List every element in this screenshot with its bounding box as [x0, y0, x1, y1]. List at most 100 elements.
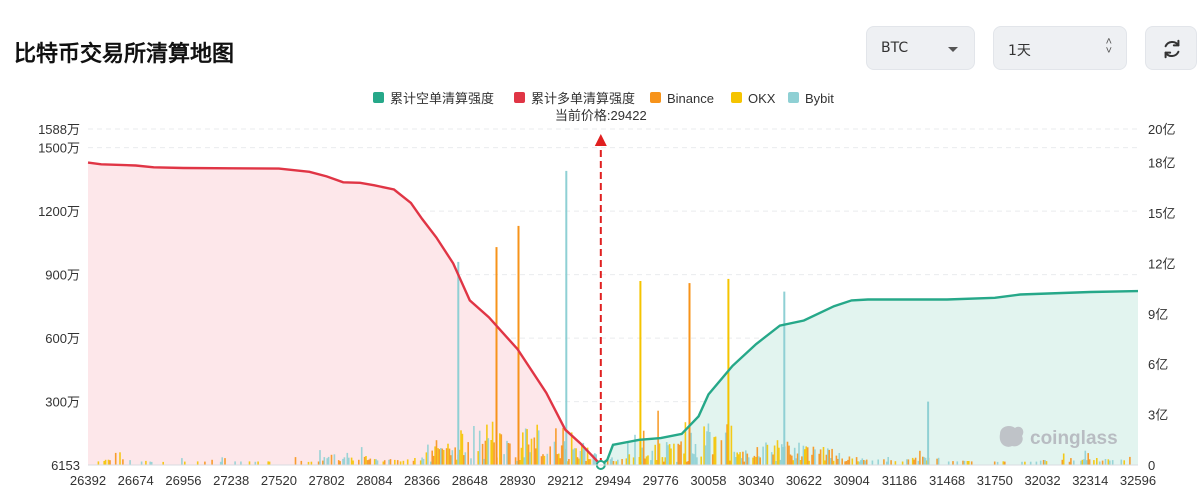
bybit-bar: [609, 459, 612, 465]
okx-bar: [414, 458, 416, 465]
binance-bar: [339, 461, 341, 465]
bybit-bar: [1035, 461, 1038, 465]
legend-label: OKX: [748, 91, 776, 106]
okx-bar: [589, 459, 592, 465]
refresh-button[interactable]: [1145, 26, 1197, 70]
long-cumulative-area: [88, 162, 601, 465]
binance-bar: [612, 461, 615, 465]
okx-bar: [402, 460, 405, 465]
x-tick-label: 31468: [929, 473, 965, 488]
time-range-select[interactable]: 1天 ˄ ˅: [993, 26, 1127, 70]
okx-bar: [805, 446, 807, 465]
legend-item-bybit[interactable]: Bybit: [788, 91, 834, 106]
bybit-bar: [422, 458, 425, 465]
binance-bar: [559, 458, 561, 465]
binance-bar: [122, 459, 124, 465]
binance-bar: [952, 461, 954, 465]
binance-bar: [828, 449, 830, 465]
bybit-bar: [775, 461, 777, 465]
okx-bar: [196, 461, 199, 465]
okx-bar: [808, 460, 810, 465]
legend-item-binance[interactable]: Binance: [650, 91, 714, 106]
bybit-bar: [464, 452, 467, 465]
bybit-bar: [1098, 461, 1101, 465]
bybit-peak-bar: [457, 261, 460, 465]
binance-bar: [337, 460, 340, 465]
legend-swatch: [788, 92, 799, 103]
okx-bar: [350, 457, 353, 465]
bybit-bar: [696, 457, 698, 465]
coin-select[interactable]: BTC: [866, 26, 975, 70]
binance-bar: [493, 442, 495, 465]
time-range-value: 1天: [1008, 43, 1031, 59]
bybit-bar: [483, 458, 485, 465]
bybit-bar: [427, 444, 429, 465]
x-tick-label: 29494: [595, 473, 631, 488]
binance-bar: [855, 457, 858, 465]
okx-bar: [766, 444, 769, 465]
legend-item-short_cum[interactable]: 累计空单清算强度: [373, 91, 494, 106]
binance-bar: [753, 455, 756, 465]
watermark-text: coinglass: [1030, 428, 1118, 449]
y-right-tick-label: 6亿: [1148, 357, 1168, 372]
bybit-bar: [1021, 461, 1023, 465]
okx-bar: [1062, 453, 1065, 465]
bybit-bar: [323, 457, 326, 465]
x-tick-label: 30058: [690, 473, 726, 488]
okx-bar: [894, 461, 897, 465]
legend-swatch: [514, 92, 525, 103]
binance-bar: [831, 448, 833, 465]
bybit-bar: [326, 458, 328, 465]
okx-bar: [399, 461, 402, 465]
bybit-bar: [691, 453, 694, 465]
current-price-marker: 当前价格:29422: [555, 108, 647, 470]
bybit-bar: [240, 461, 242, 465]
binance-bar: [481, 443, 484, 465]
x-tick-label: 32314: [1072, 473, 1108, 488]
bybit-bar: [937, 457, 940, 465]
bybit-bar: [573, 448, 576, 465]
binance-bar: [432, 455, 435, 465]
x-tick-label: 31186: [882, 473, 917, 488]
bybit-bar: [740, 458, 743, 465]
bybit-bar: [762, 446, 764, 465]
bybit-bar: [1039, 460, 1042, 465]
bybit-bar: [506, 440, 508, 465]
bybit-bar: [1109, 460, 1111, 465]
binance-bar: [791, 455, 793, 465]
binance-bar: [114, 452, 117, 465]
binance-bar: [913, 459, 915, 465]
bybit-bar: [861, 458, 864, 465]
bybit-bar: [798, 442, 800, 465]
y-right-tick-label: 20亿: [1148, 122, 1175, 137]
binance-bar: [211, 459, 213, 465]
current-price-label: 当前价格:29422: [555, 108, 647, 123]
x-tick-label: 30622: [786, 473, 822, 488]
legend-item-okx[interactable]: OKX: [731, 91, 776, 106]
bybit-bar: [690, 432, 692, 465]
page-title: 比特币交易所清算地图: [14, 42, 235, 67]
bybit-bar: [745, 450, 747, 465]
bybit-bar: [770, 452, 773, 465]
binance-bar: [533, 437, 536, 465]
okx-bar: [570, 432, 573, 465]
binance-bar: [317, 461, 320, 465]
bybit-bar: [704, 445, 707, 465]
binance-bar: [507, 443, 510, 465]
bybit-bar: [858, 461, 861, 465]
okx-bar: [647, 455, 649, 465]
binance-bar: [919, 450, 921, 465]
bybit-bar: [781, 444, 783, 465]
bybit-bar: [617, 459, 619, 465]
binance-bar: [431, 450, 433, 465]
binance-bar: [1042, 460, 1045, 465]
okx-bar: [365, 456, 367, 465]
x-tick-label: 28084: [356, 473, 392, 488]
y-left-tick-label: 900万: [45, 268, 80, 283]
binance-bar: [383, 460, 386, 465]
binance-peak-bar: [495, 247, 498, 465]
legend-item-long_cum[interactable]: 累计多单清算强度: [514, 91, 635, 106]
okx-bar: [822, 447, 825, 465]
binance-bar: [224, 458, 226, 465]
okx-bar: [857, 461, 859, 465]
